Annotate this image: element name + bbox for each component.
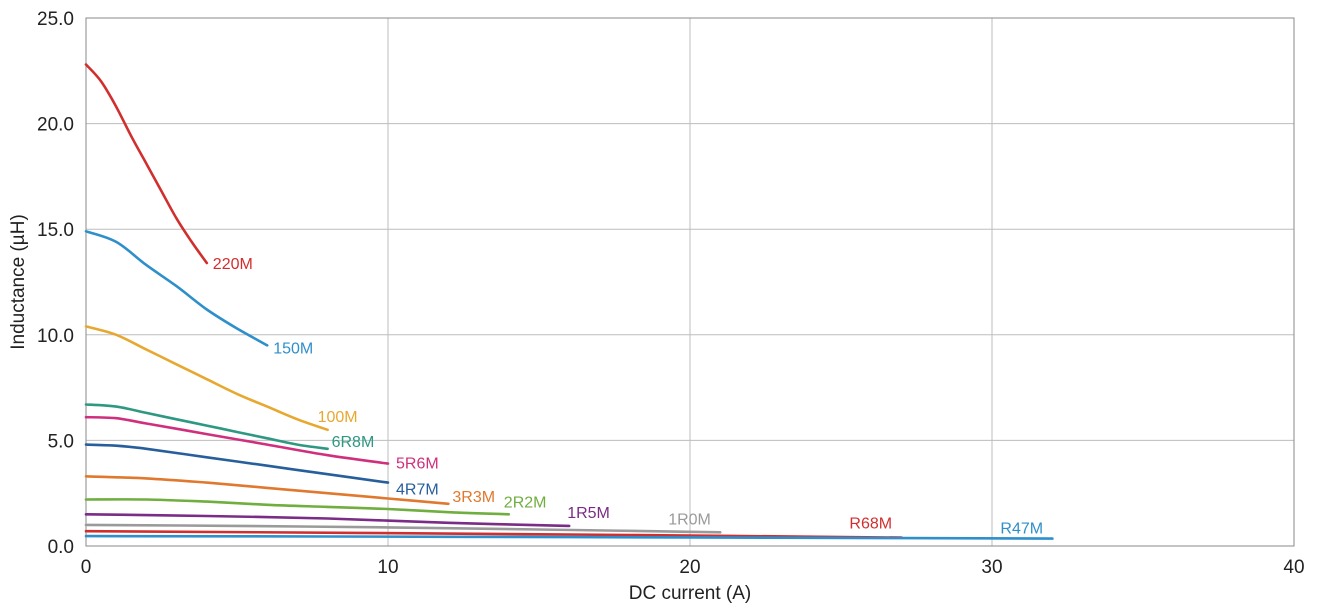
series-label-150m: 150M xyxy=(273,340,313,357)
y-tick-label: 15.0 xyxy=(37,220,74,241)
series-label-r68m: R68M xyxy=(849,516,892,533)
series-label-r47m: R47M xyxy=(1000,521,1043,538)
series-6r8m: 6R8M xyxy=(84,403,375,451)
series-3r3m: 3R3M xyxy=(84,475,495,506)
series-label-4r7m: 4R7M xyxy=(396,482,439,499)
series-line-r47m xyxy=(84,534,1054,540)
y-tick-label: 20.0 xyxy=(37,115,74,136)
y-tick-label: 10.0 xyxy=(37,326,74,347)
x-tick-label: 30 xyxy=(981,557,1002,578)
series-label-3r3m: 3R3M xyxy=(452,489,495,506)
series-line-150m xyxy=(84,230,269,347)
y-tick-label: 0.0 xyxy=(48,537,74,558)
x-tick-label: 40 xyxy=(1283,557,1304,578)
series-line-220m xyxy=(84,63,209,265)
plot-frame xyxy=(85,17,1295,547)
series-4r7m: 4R7M xyxy=(84,443,439,499)
series-label-1r0m: 1R0M xyxy=(668,511,711,528)
series-line-5r6m xyxy=(84,415,390,465)
y-tick-label: 25.0 xyxy=(37,9,74,30)
series-line-6r8m xyxy=(84,403,329,451)
series-label-2r2m: 2R2M xyxy=(504,494,547,511)
series-100m: 100M xyxy=(84,325,358,432)
series-label-5r6m: 5R6M xyxy=(396,456,439,473)
series-220m: 220M xyxy=(84,63,253,273)
series-line-3r3m xyxy=(84,475,450,506)
series-r47m: R47M xyxy=(84,521,1054,540)
series-label-6r8m: 6R8M xyxy=(332,434,375,451)
series-1r0m: 1R0M xyxy=(84,511,722,534)
x-axis-title: DC current (A) xyxy=(629,583,751,604)
series-1r5m: 1R5M xyxy=(84,505,610,528)
series-line-100m xyxy=(84,325,329,432)
x-tick-label: 0 xyxy=(81,557,92,578)
series-2r2m: 2R2M xyxy=(84,494,547,516)
series-150m: 150M xyxy=(84,230,313,357)
series-layer: 220M 150M 100M 6R8M 5R6M 4R7M 3R3M 2R2M 1R5M 1R0M… xyxy=(84,63,1054,540)
series-label-220m: 220M xyxy=(213,256,253,273)
series-label-100m: 100M xyxy=(318,409,358,426)
x-tick-label: 10 xyxy=(377,557,398,578)
y-axis-title: Inductance (µH) xyxy=(8,214,29,350)
series-line-2r2m xyxy=(84,498,511,516)
x-tick-label: 20 xyxy=(679,557,700,578)
tick-layer: 0 10 20 30 40 0.0 5.0 10.0 15.0 20.0 25.0 xyxy=(37,9,1305,578)
series-label-1r5m: 1R5M xyxy=(567,505,610,522)
series-5r6m: 5R6M xyxy=(84,415,439,473)
y-tick-label: 5.0 xyxy=(48,431,74,452)
series-line-1r0m xyxy=(84,523,722,534)
series-line-1r5m xyxy=(84,513,571,528)
